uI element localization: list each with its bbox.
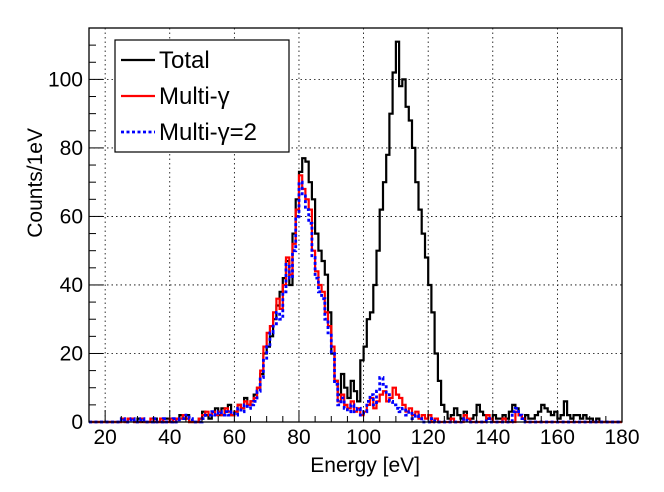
y-tick-label: 20 <box>60 342 83 365</box>
x-tick-label: 100 <box>346 426 381 449</box>
y-tick-label: 80 <box>60 137 83 160</box>
x-tick-label: 80 <box>287 426 310 449</box>
labels-layer: 20 40 60 80 100 120 140 160 180 0 20 40 60 80 100 <box>48 68 640 449</box>
y-tick-label: 60 <box>60 205 83 228</box>
x-tick-label: 140 <box>475 426 510 449</box>
y-tick-label: 0 <box>71 411 83 434</box>
x-tick-label: 160 <box>540 426 575 449</box>
series-multi-gamma <box>89 174 622 424</box>
x-axis-label: Energy [eV] <box>310 454 420 477</box>
legend: Total Multi-γ Multi-γ=2 <box>114 39 290 153</box>
y-tick-label: 40 <box>60 274 83 297</box>
x-tick-label: 120 <box>411 426 446 449</box>
legend-label-multi-gamma: Multi-γ <box>159 83 230 110</box>
x-tick-label: 20 <box>93 426 116 449</box>
x-tick-label: 40 <box>158 426 181 449</box>
grid-layer <box>89 28 622 422</box>
plot-frame <box>88 27 623 423</box>
x-tick-label: 180 <box>604 426 639 449</box>
x-tick-label: 60 <box>223 426 246 449</box>
y-axis-label: Counts/1eV <box>24 128 47 238</box>
legend-label-multi-gamma-2: Multi-γ=2 <box>159 119 257 146</box>
series-multi-gamma-2 <box>89 180 622 424</box>
legend-label-total: Total <box>159 47 210 74</box>
y-tick-label: 100 <box>48 68 83 91</box>
ticks-layer <box>88 27 623 423</box>
